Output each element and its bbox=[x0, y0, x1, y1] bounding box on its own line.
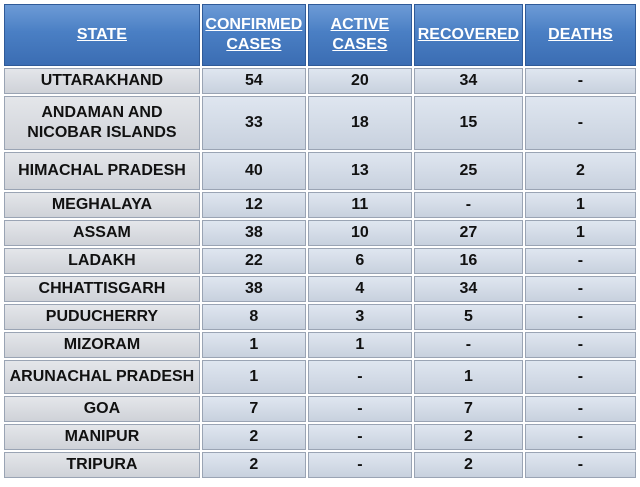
confirmed-cell: 54 bbox=[201, 68, 306, 94]
active-cell: 1 bbox=[307, 332, 412, 358]
active-cell: - bbox=[307, 452, 412, 478]
header-recovered: RECOVERED bbox=[413, 4, 523, 66]
deaths-cell: - bbox=[524, 452, 636, 478]
table-row: CHHATTISGARH 38 4 34 - bbox=[4, 276, 636, 302]
deaths-cell: - bbox=[524, 276, 636, 302]
deaths-cell: - bbox=[524, 68, 636, 94]
state-cell: GOA bbox=[4, 396, 200, 422]
state-cell: UTTARAKHAND bbox=[4, 68, 200, 94]
confirmed-cell: 1 bbox=[201, 332, 306, 358]
table-row: ASSAM 38 10 27 1 bbox=[4, 220, 636, 246]
deaths-cell: - bbox=[524, 424, 636, 450]
recovered-cell: 2 bbox=[413, 424, 523, 450]
active-cell: 4 bbox=[307, 276, 412, 302]
recovered-cell: 15 bbox=[413, 96, 523, 150]
state-cell: ASSAM bbox=[4, 220, 200, 246]
table-row: PUDUCHERRY 8 3 5 - bbox=[4, 304, 636, 330]
active-cell: 20 bbox=[307, 68, 412, 94]
header-state: STATE bbox=[4, 4, 200, 66]
confirmed-cell: 8 bbox=[201, 304, 306, 330]
active-cell: - bbox=[307, 360, 412, 394]
active-cell: 3 bbox=[307, 304, 412, 330]
deaths-cell: - bbox=[524, 360, 636, 394]
recovered-cell: 5 bbox=[413, 304, 523, 330]
state-cell: HIMACHAL PRADESH bbox=[4, 152, 200, 190]
active-cell: 13 bbox=[307, 152, 412, 190]
state-cell: CHHATTISGARH bbox=[4, 276, 200, 302]
header-active-cases: ACTIVE CASES bbox=[307, 4, 412, 66]
recovered-cell: 34 bbox=[413, 276, 523, 302]
table-row: UTTARAKHAND 54 20 34 - bbox=[4, 68, 636, 94]
recovered-cell: 34 bbox=[413, 68, 523, 94]
deaths-cell: - bbox=[524, 332, 636, 358]
state-cell: MEGHALAYA bbox=[4, 192, 200, 218]
deaths-cell: 1 bbox=[524, 220, 636, 246]
state-cell: TRIPURA bbox=[4, 452, 200, 478]
table-row: MIZORAM 1 1 - - bbox=[4, 332, 636, 358]
table-row: MEGHALAYA 12 11 - 1 bbox=[4, 192, 636, 218]
deaths-cell: - bbox=[524, 248, 636, 274]
active-cell: - bbox=[307, 396, 412, 422]
table-row: ANDAMAN AND NICOBAR ISLANDS 33 18 15 - bbox=[4, 96, 636, 150]
recovered-cell: 25 bbox=[413, 152, 523, 190]
covid-state-table: STATE CONFIRMED CASES ACTIVE CASES RECOVER… bbox=[2, 2, 638, 480]
state-cell: LADAKH bbox=[4, 248, 200, 274]
confirmed-cell: 7 bbox=[201, 396, 306, 422]
confirmed-cell: 22 bbox=[201, 248, 306, 274]
table-row: GOA 7 - 7 - bbox=[4, 396, 636, 422]
confirmed-cell: 1 bbox=[201, 360, 306, 394]
state-cell: ANDAMAN AND NICOBAR ISLANDS bbox=[4, 96, 200, 150]
active-cell: - bbox=[307, 424, 412, 450]
active-cell: 10 bbox=[307, 220, 412, 246]
recovered-cell: 7 bbox=[413, 396, 523, 422]
active-cell: 11 bbox=[307, 192, 412, 218]
recovered-cell: - bbox=[413, 192, 523, 218]
state-cell: ARUNACHAL PRADESH bbox=[4, 360, 200, 394]
table-row: TRIPURA 2 - 2 - bbox=[4, 452, 636, 478]
header-row: STATE CONFIRMED CASES ACTIVE CASES RECOVER… bbox=[4, 4, 636, 66]
confirmed-cell: 12 bbox=[201, 192, 306, 218]
state-cell: MIZORAM bbox=[4, 332, 200, 358]
table-row: ARUNACHAL PRADESH 1 - 1 - bbox=[4, 360, 636, 394]
recovered-cell: - bbox=[413, 332, 523, 358]
confirmed-cell: 40 bbox=[201, 152, 306, 190]
active-cell: 18 bbox=[307, 96, 412, 150]
confirmed-cell: 38 bbox=[201, 220, 306, 246]
table-row: LADAKH 22 6 16 - bbox=[4, 248, 636, 274]
confirmed-cell: 33 bbox=[201, 96, 306, 150]
table-row: HIMACHAL PRADESH 40 13 25 2 bbox=[4, 152, 636, 190]
state-cell: PUDUCHERRY bbox=[4, 304, 200, 330]
recovered-cell: 16 bbox=[413, 248, 523, 274]
recovered-cell: 2 bbox=[413, 452, 523, 478]
confirmed-cell: 2 bbox=[201, 452, 306, 478]
recovered-cell: 27 bbox=[413, 220, 523, 246]
confirmed-cell: 2 bbox=[201, 424, 306, 450]
confirmed-cell: 38 bbox=[201, 276, 306, 302]
active-cell: 6 bbox=[307, 248, 412, 274]
header-deaths: DEATHS bbox=[524, 4, 636, 66]
table-row: MANIPUR 2 - 2 - bbox=[4, 424, 636, 450]
deaths-cell: 2 bbox=[524, 152, 636, 190]
header-confirmed-cases: CONFIRMED CASES bbox=[201, 4, 306, 66]
deaths-cell: - bbox=[524, 304, 636, 330]
deaths-cell: 1 bbox=[524, 192, 636, 218]
recovered-cell: 1 bbox=[413, 360, 523, 394]
state-cell: MANIPUR bbox=[4, 424, 200, 450]
deaths-cell: - bbox=[524, 396, 636, 422]
deaths-cell: - bbox=[524, 96, 636, 150]
